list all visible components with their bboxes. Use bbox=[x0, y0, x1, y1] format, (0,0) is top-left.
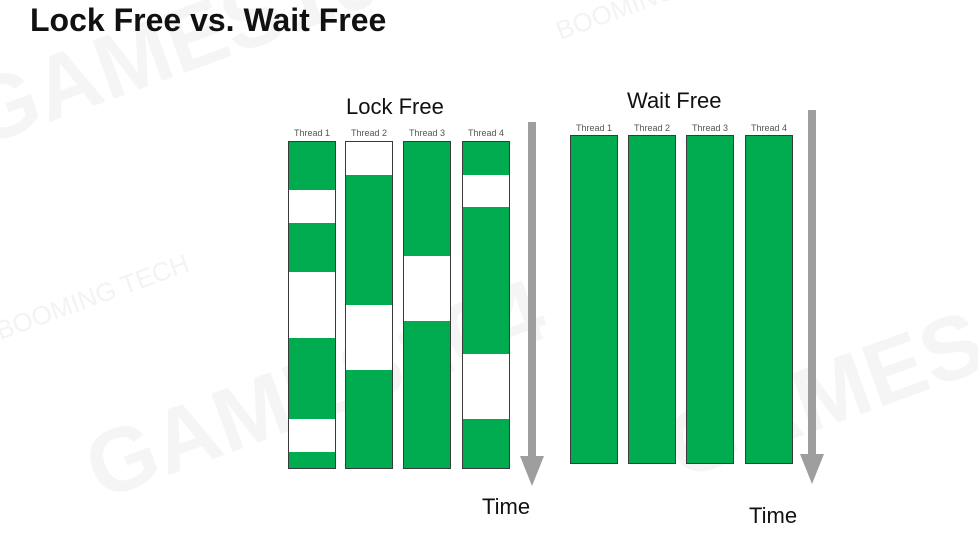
active-segment bbox=[346, 370, 392, 468]
active-segment bbox=[463, 419, 509, 468]
thread-label: Thread 1 bbox=[293, 128, 331, 138]
time-arrow bbox=[520, 122, 544, 486]
active-segment bbox=[289, 337, 335, 420]
lock-free-title: Lock Free bbox=[346, 94, 444, 119]
active-segment bbox=[289, 223, 335, 272]
active-segment bbox=[571, 136, 617, 463]
time-label: Time bbox=[482, 494, 531, 519]
watermark-text: BOOMING TECH bbox=[0, 248, 193, 346]
thread-timeline bbox=[403, 141, 451, 469]
wait-free-title: Wait Free bbox=[627, 88, 722, 113]
thread-timeline bbox=[345, 141, 393, 469]
time-arrow bbox=[800, 110, 824, 484]
active-segment bbox=[404, 321, 450, 468]
thread-label: Thread 4 bbox=[467, 128, 505, 138]
thread-timeline bbox=[462, 141, 510, 469]
watermark-text: BOOMING TECH bbox=[552, 0, 753, 46]
active-segment bbox=[289, 142, 335, 191]
active-segment bbox=[629, 136, 675, 463]
thread-timeline bbox=[745, 135, 793, 464]
slide-title: Lock Free vs. Wait Free bbox=[30, 2, 387, 38]
thread-timeline bbox=[288, 141, 336, 469]
time-label: Time bbox=[749, 503, 798, 528]
thread-label: Thread 3 bbox=[408, 128, 446, 138]
active-segment bbox=[687, 136, 733, 463]
thread-timeline bbox=[628, 135, 676, 464]
thread-label: Thread 4 bbox=[750, 123, 788, 133]
thread-timeline bbox=[686, 135, 734, 464]
thread-label: Thread 2 bbox=[350, 128, 388, 138]
active-segment bbox=[746, 136, 792, 463]
active-segment bbox=[404, 142, 450, 257]
thread-timeline bbox=[570, 135, 618, 464]
active-segment bbox=[463, 142, 509, 175]
thread-label: Thread 2 bbox=[633, 123, 671, 133]
active-segment bbox=[346, 174, 392, 305]
active-segment bbox=[289, 452, 335, 468]
active-segment bbox=[463, 207, 509, 354]
thread-label: Thread 1 bbox=[575, 123, 613, 133]
thread-label: Thread 3 bbox=[691, 123, 729, 133]
